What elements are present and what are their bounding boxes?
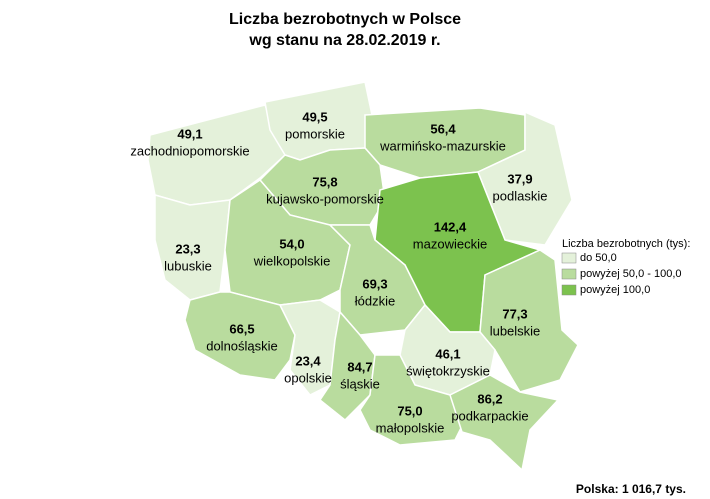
- region-name: warmińsko-mazurskie: [379, 138, 506, 153]
- region-name: łódzkie: [355, 293, 395, 308]
- region-value: 66,5: [229, 321, 254, 336]
- region-value: 54,0: [279, 236, 304, 251]
- region-name: kujawsko-pomorskie: [266, 191, 384, 206]
- region-value: 23,3: [175, 241, 200, 256]
- region-value: 142,4: [434, 219, 467, 234]
- region-name: śląskie: [340, 376, 380, 391]
- region: [449, 374, 560, 472]
- region: [359, 354, 466, 446]
- region-name: lubuskie: [164, 258, 212, 273]
- region-name: zachodniopomorskie: [130, 143, 249, 158]
- region-value: 84,7: [347, 359, 372, 374]
- region: [318, 310, 376, 422]
- region: [477, 110, 573, 246]
- region-name: podkarpackie: [451, 408, 528, 423]
- legend-swatch: [561, 284, 577, 296]
- region-value: 75,0: [397, 403, 422, 418]
- legend-label: do 50,0: [580, 252, 617, 264]
- region-name: wielkopolskie: [253, 253, 331, 268]
- title: Liczba bezrobotnych w Polsce: [229, 11, 461, 28]
- legend-title: Liczba bezrobotnych (tys):: [562, 238, 690, 250]
- total: Polska: 1 016,7 tys.: [576, 482, 686, 496]
- region-name: opolskie: [284, 370, 332, 385]
- legend-label: powyżej 100,0: [580, 284, 650, 296]
- region-value: 23,4: [295, 353, 321, 368]
- region-value: 46,1: [435, 346, 460, 361]
- region-value: 69,3: [362, 276, 387, 291]
- region-value: 75,8: [312, 174, 337, 189]
- region-name: świętokrzyskie: [406, 363, 490, 378]
- region-name: dolnośląskie: [206, 338, 278, 353]
- region-name: podlaskie: [493, 188, 548, 203]
- region-name: mazowieckie: [413, 236, 487, 251]
- region: [184, 291, 296, 381]
- region-value: 77,3: [502, 306, 527, 321]
- region-value: 56,4: [430, 121, 456, 136]
- region-value: 49,1: [177, 126, 202, 141]
- region-value: 49,5: [302, 109, 327, 124]
- region-value: 86,2: [477, 391, 502, 406]
- legend-swatch: [561, 268, 577, 280]
- region-name: lubelskie: [490, 323, 541, 338]
- region-value: 37,9: [507, 171, 532, 186]
- subtitle: wg stanu na 28.02.2019 r.: [248, 32, 440, 49]
- region-name: małopolskie: [376, 420, 445, 435]
- legend-label: powyżej 50,0 - 100,0: [580, 268, 682, 280]
- legend-swatch: [561, 252, 577, 264]
- region-name: pomorskie: [285, 126, 345, 141]
